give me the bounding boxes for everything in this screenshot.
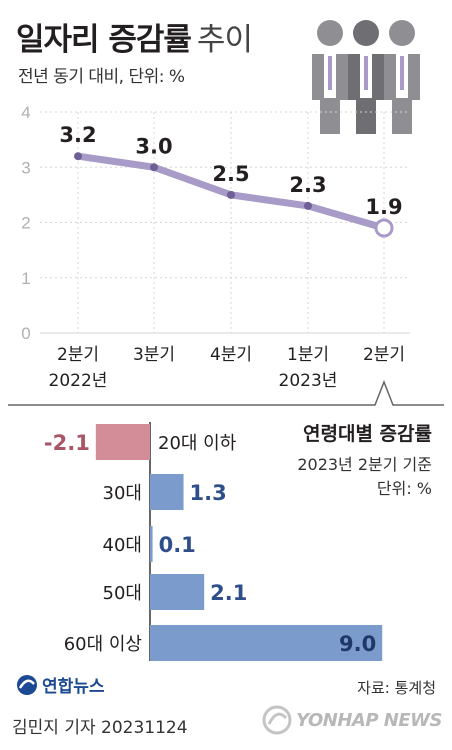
chart-title: 일자리 증감률 추이 <box>16 14 253 59</box>
data-label: 2.3 <box>289 173 326 197</box>
bar-value-label: 0.1 <box>159 533 196 557</box>
yonhap-logo: 연합뉴스 <box>16 672 105 697</box>
x-year-label: 2023년 <box>279 371 338 391</box>
x-year-label: 2022년 <box>49 371 108 391</box>
y-tick-label: 0 <box>21 324 30 343</box>
bar <box>150 474 184 510</box>
logo-text: 연합뉴스 <box>42 677 105 697</box>
byline: 김민지 기자 20231124 <box>12 718 188 738</box>
source-note: 자료: 통계청 <box>357 679 436 697</box>
bar-chart-subtitle: 2023년 2분기 기준 <box>297 455 432 474</box>
bar <box>95 424 150 460</box>
category-label: 50대 <box>103 583 142 604</box>
chart-subtitle: 전년 동기 대비, 단위: % <box>18 67 185 87</box>
x-tick-label: 3분기 <box>133 345 175 365</box>
y-tick-label: 3 <box>21 158 30 177</box>
data-label: 2.5 <box>212 162 249 186</box>
bar-value-label: 9.0 <box>339 632 376 656</box>
yonhap-watermark: YONHAP NEWS <box>262 705 442 735</box>
bar-chart-title: 연령대별 증감률 <box>303 423 432 445</box>
data-label: 3.0 <box>135 134 172 158</box>
bar-value-label: 2.1 <box>210 581 247 605</box>
y-tick-label: 2 <box>21 214 30 233</box>
bar-value-label: -2.1 <box>44 431 90 455</box>
title-bold: 일자리 증감률 <box>16 22 192 58</box>
x-tick-label: 2분기 <box>57 345 99 365</box>
data-point <box>304 201 312 210</box>
x-tick-label: 4분기 <box>210 345 252 365</box>
x-tick-label: 2분기 <box>363 345 405 365</box>
section-divider <box>8 379 444 406</box>
category-label: 40대 <box>103 535 142 556</box>
bar <box>150 574 205 610</box>
yonhap-logo-icon <box>17 674 37 695</box>
data-point-highlight <box>374 218 394 238</box>
bar <box>150 625 383 661</box>
category-label: 20대 이하 <box>158 433 237 454</box>
data-label: 1.9 <box>365 195 402 219</box>
data-point <box>74 152 82 161</box>
yonhap-watermark-icon <box>262 705 292 735</box>
line-chart: 0 1 2 3 4 2분기 2022년 3분기 4분기 1분기 2023년 2분기 3.2 3.0 2.5 2… <box>8 103 444 406</box>
bar <box>150 526 153 562</box>
y-tick-label: 4 <box>21 103 30 122</box>
data-point <box>150 163 158 172</box>
category-label: 60대 이상 <box>64 634 142 655</box>
y-tick-label: 1 <box>21 269 30 288</box>
data-point <box>227 190 235 199</box>
bar-chart-unit: 단위: % <box>377 479 432 498</box>
watermark-text: YONHAP NEWS <box>296 709 442 731</box>
bar-value-label: 1.3 <box>190 481 227 505</box>
x-tick-label: 1분기 <box>287 345 329 365</box>
category-label: 30대 <box>103 483 142 504</box>
title-light: 추이 <box>196 22 253 58</box>
data-label: 3.2 <box>59 123 96 147</box>
bar-chart: 20대 이하 -2.1 30대 1.3 40대 0.1 50대 2.1 60대 이상 9.0 연령대… <box>44 422 432 661</box>
